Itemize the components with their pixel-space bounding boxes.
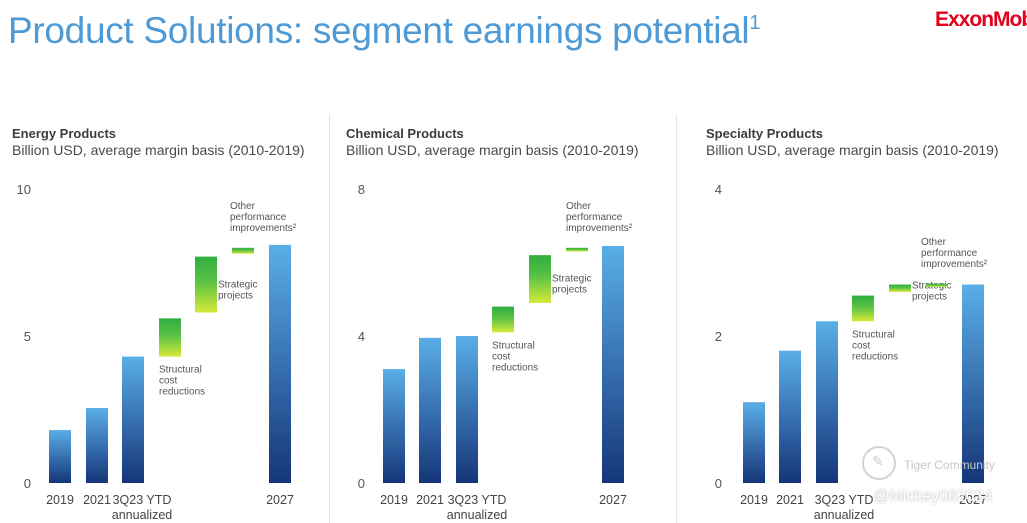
x-category-label: 2027 (266, 493, 294, 507)
chemical-products-chart: 0 4 8 2019 2021 3Q23 YTD annualized Structural c… (358, 182, 633, 522)
x-category-label: 2027 (599, 493, 627, 507)
bar-2027 (269, 244, 291, 483)
chemical-panel-subtitle: Billion USD, average margin basis (2010-… (346, 142, 639, 158)
y-tick-label: 10 (17, 182, 31, 197)
step-bar (529, 255, 551, 303)
bar-2027 (962, 284, 984, 483)
specialty-products-chart: 0 2 4 2019 2021 3Q23 YTD annualized Structural c… (715, 182, 988, 522)
x-category-label: 3Q23 YTD annualized (112, 493, 173, 522)
step-annotation: Other performance improvements² (921, 237, 988, 270)
step-bar (195, 256, 217, 313)
panel-divider (676, 114, 677, 523)
bar-2021 (779, 350, 801, 483)
title-footnote-marker: 1 (749, 12, 761, 34)
specialty-panel-header: Specialty Products Billion USD, average … (706, 126, 999, 158)
chemical-panel-header: Chemical Products Billion USD, average m… (346, 126, 639, 158)
energy-panel-subtitle: Billion USD, average margin basis (2010-… (12, 142, 305, 158)
step-annotation: Other performance improvements² (230, 201, 297, 234)
bar-2021 (86, 408, 108, 483)
specialty-panel-title: Specialty Products (706, 126, 824, 141)
step-bar (492, 306, 514, 333)
page-title-text: Product Solutions: segment earnings pote… (8, 10, 750, 51)
panel-divider (329, 114, 330, 523)
exxonmobil-logo: ExxonMobil (935, 8, 1027, 31)
step-bar (232, 247, 254, 254)
bar-3q23 (122, 356, 144, 483)
x-category-label: 2021 (416, 493, 444, 507)
x-category-label: 2019 (46, 493, 74, 507)
specialty-panel-subtitle: Billion USD, average margin basis (2010-… (706, 142, 999, 158)
x-category-label: 2019 (740, 493, 768, 507)
bar-2019 (49, 430, 71, 483)
energy-panel-title: Energy Products (12, 126, 117, 141)
x-category-label: 2019 (380, 493, 408, 507)
x-category-label: 2021 (776, 493, 804, 507)
energy-panel-header: Energy Products Billion USD, average mar… (12, 126, 305, 158)
x-category-label: 3Q23 YTD annualized (814, 493, 875, 522)
step-annotation: Structural cost reductions (159, 365, 205, 398)
bar-3q23 (816, 321, 838, 483)
tiger-community-logo: ✎ (862, 446, 896, 480)
energy-products-chart: 0 5 10 2019 2021 3Q23 YTD annualized Structural… (17, 182, 297, 522)
y-tick-label: 2 (715, 329, 722, 344)
bar-2027 (602, 245, 624, 483)
page-title: Product Solutions: segment earnings pote… (8, 10, 760, 52)
bar-2019 (383, 369, 405, 483)
y-tick-label: 8 (358, 182, 365, 197)
bar-2021 (419, 337, 441, 483)
step-annotation: Structural cost reductions (492, 340, 538, 373)
step-bar (926, 283, 948, 287)
step-annotation: Structural cost reductions (852, 329, 898, 362)
step-bar (889, 284, 911, 292)
chemical-panel-title: Chemical Products (346, 126, 464, 141)
x-category-label: 2027 (959, 493, 987, 507)
y-tick-label: 0 (715, 476, 722, 491)
step-bar (852, 295, 874, 322)
bar-2019 (743, 402, 765, 483)
x-category-label: 3Q23 YTD annualized (447, 493, 508, 522)
y-tick-label: 5 (24, 329, 31, 344)
y-tick-label: 4 (715, 182, 722, 197)
bar-3q23 (456, 336, 478, 483)
step-annotation: Other performance improvements² (566, 201, 633, 234)
watermark-handle: @Mickey082024 (873, 488, 993, 505)
y-tick-label: 4 (358, 329, 365, 344)
step-bar (566, 247, 588, 252)
watermark-community: Tiger Community (904, 458, 995, 472)
y-tick-label: 0 (24, 476, 31, 491)
step-bar (159, 318, 181, 357)
x-category-label: 2021 (83, 493, 111, 507)
y-tick-label: 0 (358, 476, 365, 491)
